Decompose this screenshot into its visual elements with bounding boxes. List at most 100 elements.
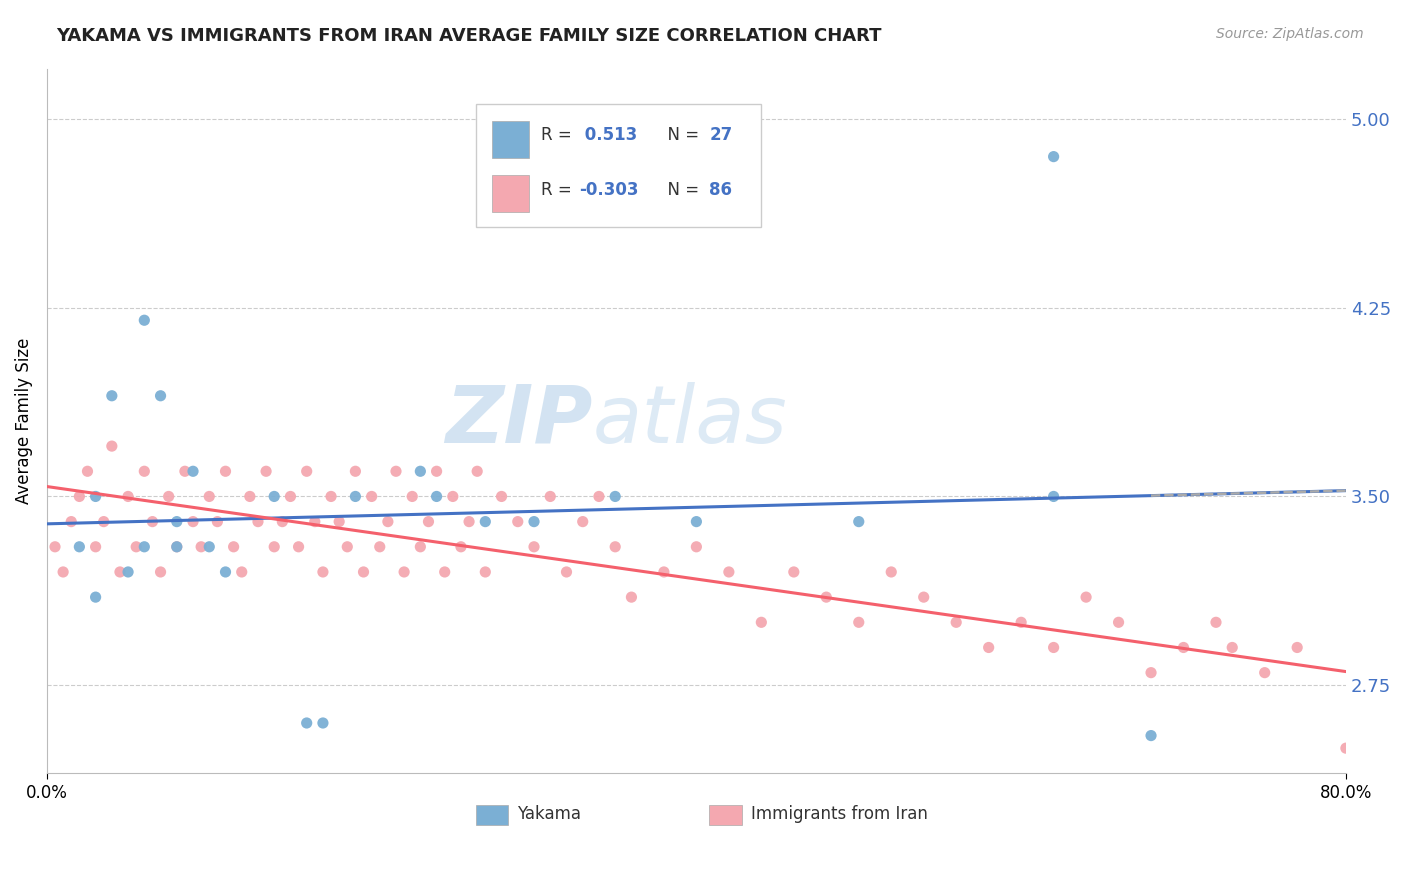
Point <box>44 540 66 554</box>
Text: R =: R = <box>540 127 576 145</box>
Point <box>441 490 464 504</box>
Point <box>1010 615 1032 630</box>
Point <box>377 515 399 529</box>
Point <box>474 515 496 529</box>
Point <box>1302 816 1324 830</box>
Point <box>1220 640 1243 655</box>
Point <box>605 540 627 554</box>
Point <box>222 540 245 554</box>
Point <box>214 464 236 478</box>
Point <box>717 565 740 579</box>
FancyBboxPatch shape <box>492 175 529 211</box>
Point <box>912 590 935 604</box>
Text: 86: 86 <box>710 181 733 200</box>
Point <box>458 515 481 529</box>
Point <box>620 590 643 604</box>
Point <box>295 464 318 478</box>
Point <box>392 565 415 579</box>
Text: 0.513: 0.513 <box>579 127 638 145</box>
Point <box>101 389 124 403</box>
Point <box>433 565 456 579</box>
Point <box>319 490 342 504</box>
Point <box>848 615 870 630</box>
Point <box>328 515 350 529</box>
Point <box>409 464 432 478</box>
FancyBboxPatch shape <box>492 121 529 158</box>
Point <box>181 464 204 478</box>
Point <box>1074 590 1097 604</box>
Point <box>134 464 156 478</box>
Point <box>125 540 148 554</box>
Point <box>166 515 188 529</box>
Point <box>749 615 772 630</box>
Point <box>295 716 318 731</box>
Point <box>214 565 236 579</box>
Point <box>426 490 449 504</box>
Text: YAKAMA VS IMMIGRANTS FROM IRAN AVERAGE FAMILY SIZE CORRELATION CHART: YAKAMA VS IMMIGRANTS FROM IRAN AVERAGE F… <box>56 27 882 45</box>
Point <box>141 515 163 529</box>
Point <box>239 490 262 504</box>
Point <box>685 540 707 554</box>
Point <box>685 515 707 529</box>
Point <box>1254 665 1277 680</box>
Point <box>1042 150 1064 164</box>
Point <box>1140 729 1163 743</box>
Point <box>360 490 382 504</box>
Text: Immigrants from Iran: Immigrants from Iran <box>751 805 928 823</box>
Y-axis label: Average Family Size: Average Family Size <box>15 338 32 504</box>
Point <box>67 490 90 504</box>
Point <box>555 565 578 579</box>
Point <box>67 540 90 554</box>
Point <box>538 490 561 504</box>
Point <box>652 565 675 579</box>
FancyBboxPatch shape <box>475 805 508 825</box>
Point <box>101 439 124 453</box>
Point <box>117 565 139 579</box>
Text: 27: 27 <box>710 127 733 145</box>
Point <box>134 540 156 554</box>
Point <box>60 515 83 529</box>
Point <box>312 565 335 579</box>
Point <box>117 490 139 504</box>
Point <box>783 565 806 579</box>
Point <box>1334 741 1357 756</box>
FancyBboxPatch shape <box>710 805 742 825</box>
Point <box>506 515 529 529</box>
Point <box>1042 640 1064 655</box>
Point <box>426 464 449 478</box>
Point <box>207 515 229 529</box>
Point <box>254 464 277 478</box>
Point <box>263 540 285 554</box>
Point <box>263 490 285 504</box>
Point <box>271 515 294 529</box>
Point <box>588 490 610 504</box>
FancyBboxPatch shape <box>475 103 761 227</box>
Point <box>571 515 593 529</box>
Point <box>231 565 253 579</box>
Point <box>1205 615 1227 630</box>
Point <box>108 565 131 579</box>
Text: atlas: atlas <box>592 382 787 460</box>
Point <box>344 490 367 504</box>
Point <box>1140 665 1163 680</box>
Point <box>157 490 180 504</box>
Text: -0.303: -0.303 <box>579 181 638 200</box>
Text: Yakama: Yakama <box>517 805 581 823</box>
Point <box>280 490 302 504</box>
Point <box>76 464 98 478</box>
Point <box>84 540 107 554</box>
Point <box>880 565 903 579</box>
Point <box>474 565 496 579</box>
Point <box>523 540 546 554</box>
Point <box>418 515 440 529</box>
Point <box>409 540 432 554</box>
Text: Source: ZipAtlas.com: Source: ZipAtlas.com <box>1216 27 1364 41</box>
Point <box>84 590 107 604</box>
Point <box>401 490 423 504</box>
Point <box>1173 640 1195 655</box>
Point <box>198 540 221 554</box>
Point <box>93 515 115 529</box>
Point <box>353 565 375 579</box>
Point <box>84 490 107 504</box>
Point <box>174 464 197 478</box>
